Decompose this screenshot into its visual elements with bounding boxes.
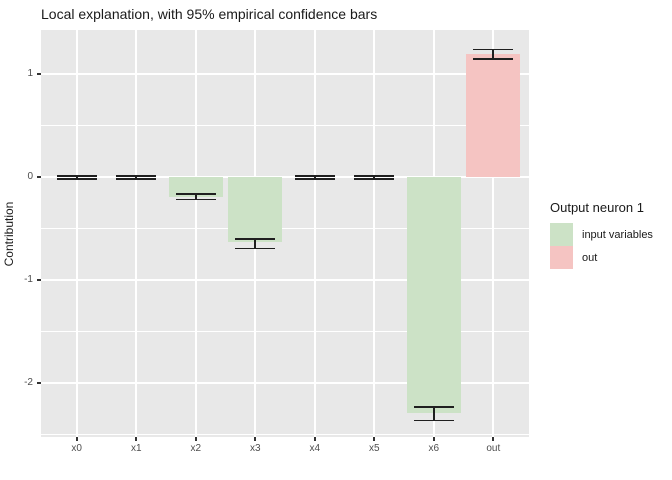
errorbar-cap-bottom-x0 bbox=[56, 178, 97, 180]
gridline-vertical-x2 bbox=[194, 30, 197, 437]
x-tick-mark-x5 bbox=[373, 437, 376, 441]
errorbar-cap-bottom-x6 bbox=[413, 419, 454, 422]
bar-x3 bbox=[228, 177, 283, 243]
errorbar-stem-x6 bbox=[432, 407, 435, 421]
errorbar-stem-out bbox=[492, 49, 495, 59]
x-tick-mark-x1 bbox=[135, 437, 138, 441]
chart-title: Local explanation, with 95% empirical co… bbox=[41, 6, 378, 22]
errorbar-stem-x2 bbox=[194, 193, 197, 200]
gridline-major bbox=[41, 176, 529, 179]
gridline-major bbox=[41, 382, 529, 385]
y-tick-mark-1 bbox=[37, 73, 41, 76]
legend-items: input variables out bbox=[550, 223, 653, 269]
y-tick-mark--1 bbox=[37, 279, 41, 282]
gridline-minor bbox=[41, 228, 529, 230]
errorbar-cap-bottom-out bbox=[473, 58, 514, 60]
gridline-minor bbox=[41, 125, 529, 127]
x-tick-mark-x0 bbox=[75, 437, 78, 441]
legend-label: out bbox=[582, 251, 598, 264]
legend-label: input variables bbox=[582, 228, 653, 241]
y-tick-label--1: -1 bbox=[24, 274, 33, 286]
gridline-vertical-x0 bbox=[75, 30, 78, 437]
gridline-major bbox=[41, 73, 529, 76]
y-axis-label: Contribution bbox=[2, 201, 16, 267]
gridline-major bbox=[41, 279, 529, 282]
y-tick-label-1: 1 bbox=[27, 68, 33, 80]
gridline-vertical-x4 bbox=[313, 30, 316, 437]
errorbar-cap-bottom-x4 bbox=[294, 178, 335, 180]
bar-out bbox=[466, 53, 521, 178]
x-tick-label-x3: x3 bbox=[249, 443, 261, 454]
gridline-minor bbox=[41, 331, 529, 333]
errorbar-cap-bottom-x3 bbox=[235, 247, 276, 250]
legend-swatch-input-variables bbox=[550, 223, 573, 246]
x-tick-mark-x2 bbox=[194, 437, 197, 441]
y-tick-label-0: 0 bbox=[27, 171, 33, 183]
x-tick-mark-x6 bbox=[432, 437, 435, 441]
errorbar-cap-top-x2 bbox=[175, 193, 216, 195]
x-tick-label-x5: x5 bbox=[368, 443, 380, 454]
plot-panel bbox=[41, 30, 529, 437]
errorbar-cap-bottom-x1 bbox=[116, 178, 157, 180]
legend: Output neuron 1 input variables out bbox=[550, 200, 653, 269]
gridline-minor bbox=[41, 434, 529, 436]
errorbar-stem-x5 bbox=[373, 175, 376, 179]
errorbar-cap-top-x1 bbox=[116, 174, 157, 177]
errorbar-cap-top-x5 bbox=[354, 174, 395, 177]
errorbar-cap-top-x0 bbox=[56, 174, 97, 177]
x-tick-mark-x3 bbox=[254, 437, 257, 441]
x-tick-label-x2: x2 bbox=[190, 443, 201, 454]
legend-item-input-variables: input variables bbox=[550, 223, 653, 246]
y-tick-mark-0 bbox=[37, 176, 41, 179]
errorbar-stem-x0 bbox=[75, 175, 78, 179]
gridline-vertical-x1 bbox=[135, 30, 138, 437]
legend-swatch-out bbox=[550, 246, 573, 269]
errorbar-cap-bottom-x2 bbox=[175, 198, 216, 201]
bar-x2 bbox=[168, 177, 223, 197]
y-tick-label--2: -2 bbox=[24, 377, 33, 389]
x-tick-label-x0: x0 bbox=[71, 443, 82, 454]
y-tick-mark--2 bbox=[37, 382, 41, 385]
legend-title: Output neuron 1 bbox=[550, 200, 644, 215]
x-tick-label-x6: x6 bbox=[428, 443, 440, 454]
x-tick-label-x4: x4 bbox=[309, 443, 321, 454]
errorbar-stem-x1 bbox=[135, 175, 137, 179]
x-tick-label-x1: x1 bbox=[130, 443, 142, 454]
x-tick-mark-out bbox=[492, 437, 495, 441]
errorbar-cap-top-x4 bbox=[294, 174, 335, 177]
errorbar-cap-bottom-x5 bbox=[354, 178, 395, 180]
legend-item-out: out bbox=[550, 246, 653, 269]
gridline-vertical-x5 bbox=[373, 30, 376, 437]
errorbar-stem-x3 bbox=[254, 239, 257, 249]
x-tick-mark-x4 bbox=[313, 437, 316, 441]
gridline-vertical-out bbox=[492, 30, 495, 437]
x-tick-label-out: out bbox=[486, 443, 501, 454]
bar-x6 bbox=[406, 177, 461, 414]
errorbar-stem-x4 bbox=[313, 175, 316, 179]
